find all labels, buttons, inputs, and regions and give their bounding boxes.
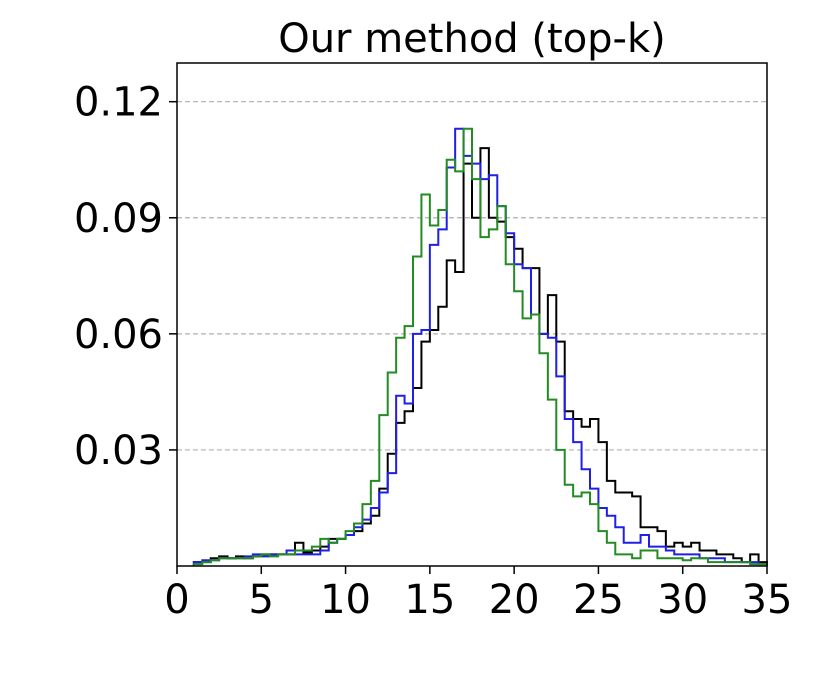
series-layer bbox=[192, 127, 768, 566]
gridlines bbox=[177, 101, 767, 451]
x-tick-label: 15 bbox=[404, 577, 455, 623]
y-tick-label: 0.09 bbox=[74, 196, 163, 242]
x-axis: 0 5 10 15 20 25 30 35 bbox=[164, 566, 792, 623]
x-tick-label: 5 bbox=[249, 577, 274, 623]
chart-title: Our method (top-k) bbox=[278, 16, 666, 62]
x-tick-label: 0 bbox=[164, 577, 189, 623]
x-tick-label: 10 bbox=[320, 577, 371, 623]
x-tick-label: 30 bbox=[657, 577, 708, 623]
x-tick-label: 35 bbox=[742, 577, 793, 623]
y-tick-label: 0.03 bbox=[74, 428, 163, 474]
y-axis: 0.03 0.06 0.09 0.12 bbox=[74, 80, 177, 474]
series-2-line bbox=[192, 127, 768, 566]
y-tick-label: 0.12 bbox=[74, 80, 163, 126]
plot-frame bbox=[176, 62, 768, 567]
y-tick-label: 0.06 bbox=[74, 312, 163, 358]
x-tick-label: 25 bbox=[573, 577, 624, 623]
x-tick-label: 20 bbox=[489, 577, 540, 623]
